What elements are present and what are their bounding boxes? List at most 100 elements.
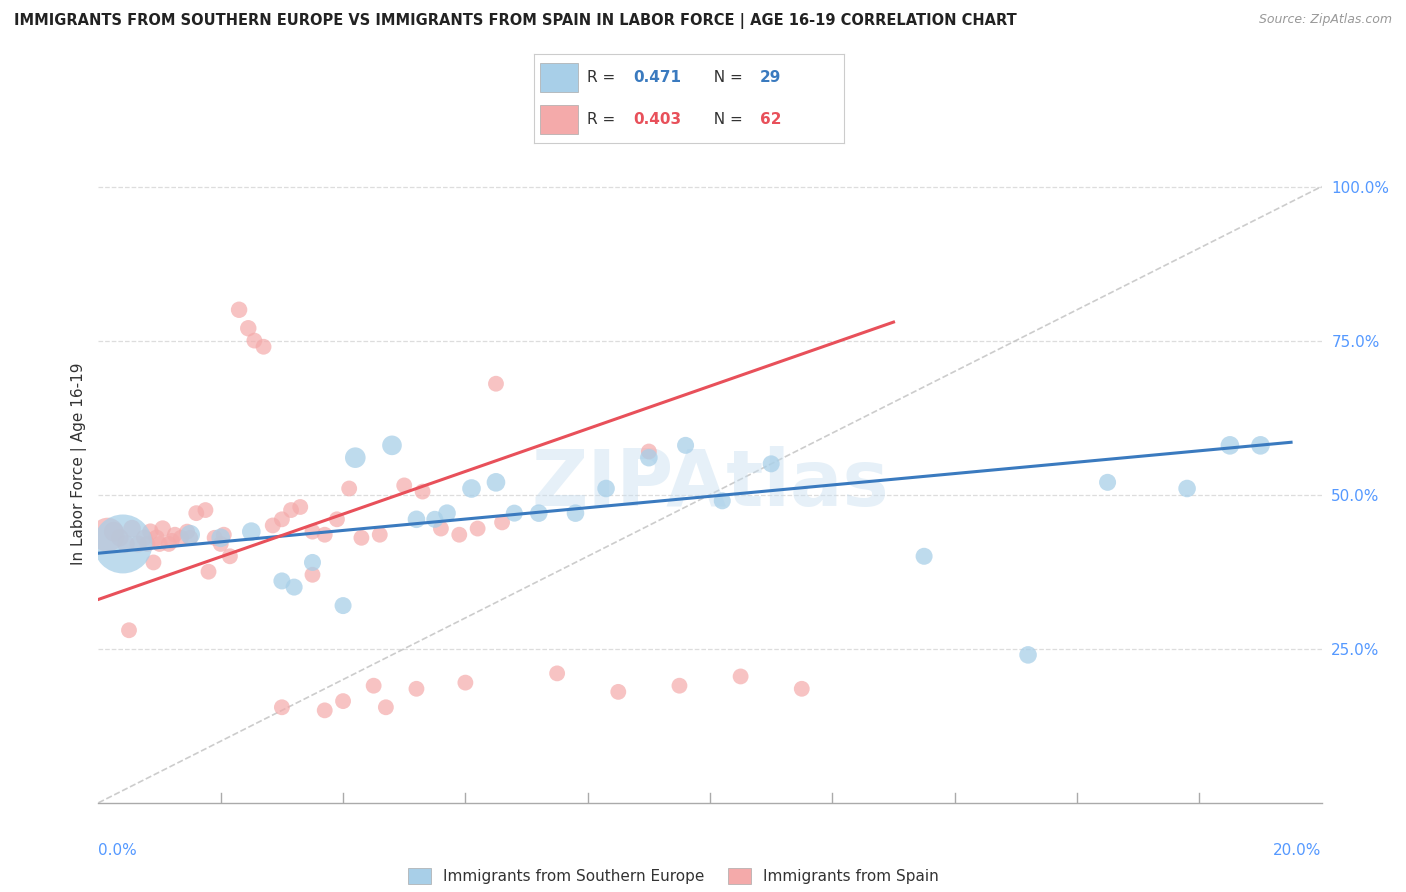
Point [668, 679, 690, 693]
Point [209, 531, 232, 545]
Point [212, 527, 235, 541]
Point [219, 549, 242, 564]
Point [730, 669, 752, 683]
Point [412, 484, 434, 499]
Point [252, 340, 274, 354]
Point [160, 533, 183, 548]
Point [912, 549, 935, 564]
Point [430, 522, 453, 536]
Point [485, 475, 508, 490]
Text: IMMIGRANTS FROM SOUTHERN EUROPE VS IMMIGRANTS FROM SPAIN IN LABOR FORCE | AGE 16: IMMIGRANTS FROM SOUTHERN EUROPE VS IMMIG… [14, 13, 1017, 29]
Point [121, 522, 143, 536]
Point [638, 450, 661, 465]
Point [301, 556, 323, 570]
Text: Source: ZipAtlas.com: Source: ZipAtlas.com [1258, 13, 1392, 27]
Point [186, 506, 208, 520]
Point [675, 438, 697, 452]
Point [301, 567, 323, 582]
Text: 0.471: 0.471 [633, 70, 682, 85]
Text: ZIPAtlas: ZIPAtlas [531, 446, 889, 522]
Text: R =: R = [586, 112, 620, 127]
Point [97, 527, 120, 541]
Point [485, 376, 508, 391]
Point [139, 524, 162, 539]
Point [332, 599, 354, 613]
Legend: Immigrants from Southern Europe, Immigrants from Spain: Immigrants from Southern Europe, Immigra… [402, 862, 945, 890]
Point [546, 666, 568, 681]
Point [564, 506, 586, 520]
Point [405, 512, 427, 526]
Point [240, 524, 263, 539]
Text: 62: 62 [761, 112, 782, 127]
Point [280, 503, 302, 517]
Point [270, 700, 294, 714]
Point [1250, 438, 1272, 452]
Point [790, 681, 813, 696]
Point [176, 524, 198, 539]
Point [374, 700, 396, 714]
Point [238, 321, 260, 335]
Point [283, 580, 305, 594]
Point [197, 565, 219, 579]
Point [179, 527, 201, 541]
Point [270, 512, 294, 526]
Point [1219, 438, 1241, 452]
Point [454, 675, 477, 690]
Point [460, 482, 482, 496]
Point [301, 524, 323, 539]
Point [127, 537, 149, 551]
Point [179, 531, 201, 545]
Point [118, 624, 141, 638]
Point [163, 527, 186, 541]
Point [270, 574, 294, 588]
Point [134, 531, 156, 545]
Point [1097, 475, 1119, 490]
Text: N =: N = [704, 70, 744, 85]
Point [607, 685, 630, 699]
Point [262, 518, 284, 533]
Point [491, 516, 513, 530]
Point [314, 703, 336, 717]
Point [368, 527, 391, 541]
Text: 0.403: 0.403 [633, 112, 682, 127]
Text: 29: 29 [761, 70, 782, 85]
Point [194, 503, 217, 517]
Text: N =: N = [704, 112, 744, 127]
Point [337, 482, 360, 496]
Point [467, 522, 489, 536]
Point [761, 457, 783, 471]
Text: R =: R = [586, 70, 620, 85]
Text: 0.0%: 0.0% [98, 843, 138, 858]
Point [436, 506, 458, 520]
Point [527, 506, 550, 520]
Point [243, 334, 266, 348]
Point [111, 537, 134, 551]
Point [209, 537, 232, 551]
Point [503, 506, 526, 520]
Point [449, 527, 471, 541]
Point [115, 537, 138, 551]
Point [228, 302, 250, 317]
FancyBboxPatch shape [540, 105, 578, 134]
Point [711, 493, 734, 508]
Point [103, 524, 125, 539]
Point [149, 537, 172, 551]
Point [326, 512, 349, 526]
Point [108, 531, 131, 545]
Point [157, 537, 180, 551]
Point [363, 679, 385, 693]
Point [392, 478, 416, 492]
Point [350, 531, 373, 545]
Point [423, 512, 446, 526]
Text: 20.0%: 20.0% [1274, 843, 1322, 858]
Point [152, 522, 174, 536]
FancyBboxPatch shape [540, 63, 578, 92]
Point [332, 694, 354, 708]
Point [638, 444, 661, 458]
Point [170, 531, 193, 545]
Point [314, 527, 336, 541]
Point [344, 450, 367, 465]
Point [1017, 648, 1039, 662]
Point [145, 531, 167, 545]
Point [595, 482, 617, 496]
